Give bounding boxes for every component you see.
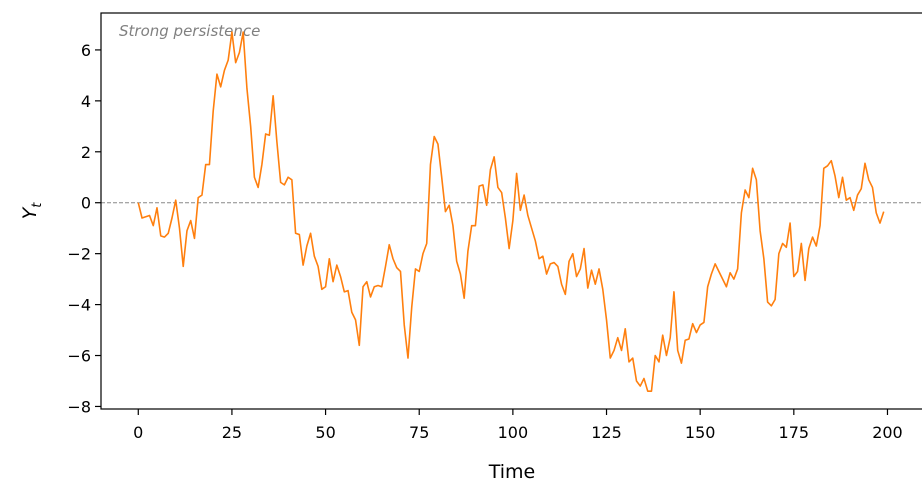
y-tick-label: 4 bbox=[81, 92, 91, 111]
y-tick-label: 6 bbox=[81, 41, 91, 60]
x-tick-label: 100 bbox=[498, 423, 529, 442]
data-line bbox=[137, 31, 885, 392]
x-tick-label: 0 bbox=[133, 423, 143, 442]
axes-frame bbox=[100, 12, 922, 410]
y-tick-label: −6 bbox=[67, 347, 91, 366]
y-tick-label: −4 bbox=[67, 296, 91, 315]
y-tick-label: −2 bbox=[67, 245, 91, 264]
x-tick-label: 200 bbox=[872, 423, 903, 442]
y-tick-label: 0 bbox=[81, 194, 91, 213]
x-axis-label: Time bbox=[488, 461, 536, 483]
y-tick-label: −8 bbox=[67, 397, 91, 416]
x-tick-label: 50 bbox=[315, 423, 335, 442]
y-axis-label: Yt bbox=[19, 202, 45, 220]
x-tick-label: 75 bbox=[409, 423, 429, 442]
y-axis-label-main: Y bbox=[19, 206, 41, 219]
x-tick-label: 150 bbox=[685, 423, 716, 442]
y-axis-label-sub: t bbox=[30, 202, 45, 208]
x-tick-label: 175 bbox=[779, 423, 810, 442]
y-tick-label: 2 bbox=[81, 143, 91, 162]
annotation: Strong persistence bbox=[119, 22, 260, 40]
x-tick-label: 125 bbox=[591, 423, 622, 442]
x-tick-label: 25 bbox=[222, 423, 242, 442]
